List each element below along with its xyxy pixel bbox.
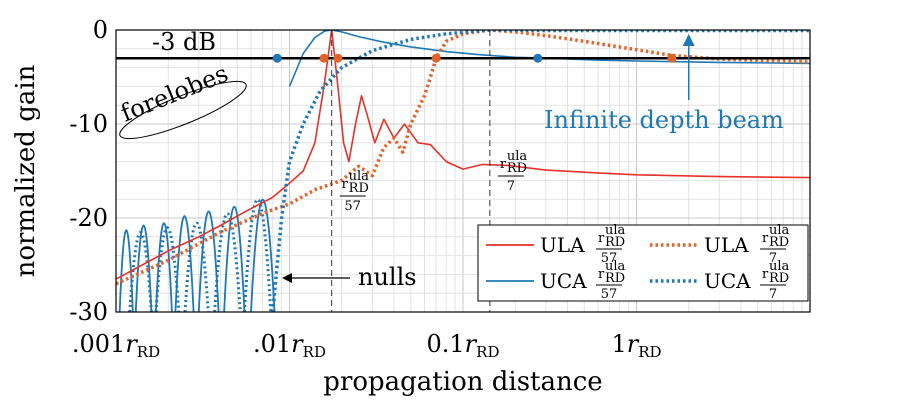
crossing-marker	[667, 53, 677, 63]
uca-forelobe-solid	[223, 206, 246, 312]
focus-label-r: r	[500, 157, 507, 172]
legend-frac-den: 57	[601, 287, 618, 302]
crossing-markers	[272, 53, 677, 63]
y-tick-label: 0	[93, 16, 108, 44]
series-line-uca-57	[288, 30, 810, 87]
forelobes-ellipse	[119, 80, 247, 140]
focus-label-den: 7	[507, 179, 515, 194]
ticks: 0 -10 -20 -30 .001rRD .01rRD 0.1rRD 1rRD	[69, 16, 661, 361]
focus-label-sup: ula	[349, 169, 370, 184]
nulls-arrowhead	[282, 273, 292, 283]
legend-frac-den: 57	[601, 251, 618, 266]
uca-forelobe-dotted	[154, 226, 181, 312]
series-layer	[116, 30, 810, 312]
legend-frac-sup: ula	[605, 223, 626, 238]
legend-box	[477, 224, 809, 302]
focus-label-den: 57	[344, 199, 361, 214]
legend-frac-sub: RD	[769, 235, 789, 250]
legend-frac-sup: ula	[769, 259, 790, 274]
uca-forelobe-dotted	[242, 198, 273, 312]
legend-frac-den: 7	[769, 251, 777, 266]
legend-label: UCA	[704, 269, 751, 293]
focus-label-sub: RD	[349, 181, 369, 196]
y-tick-label: -20	[69, 204, 108, 232]
x-tick-label: 0.1rRD	[427, 330, 500, 361]
crossing-marker	[431, 53, 441, 63]
infinite-arrowhead	[682, 34, 695, 46]
uca-forelobe-dotted	[128, 231, 153, 312]
legend-frac-r: r	[598, 267, 605, 282]
uca-forelobe-solid	[197, 210, 220, 312]
legend-label: ULA	[540, 233, 585, 257]
uca-forelobe-solid	[134, 224, 153, 312]
y-axis-label: normalized gain	[11, 64, 41, 277]
legend-label: UCA	[540, 269, 587, 293]
x-tick-label: 1rRD	[611, 330, 661, 361]
focus-label-sub: RD	[507, 161, 527, 176]
uca-forelobe-solid	[250, 198, 276, 312]
uca-forelobe-solid	[155, 222, 173, 312]
focus-label-r: r	[342, 177, 349, 192]
series-line-ula-57	[116, 30, 810, 280]
legend-frac-sup: ula	[769, 223, 790, 238]
legend-frac-sub: RD	[605, 235, 625, 250]
nulls-label: nulls	[358, 263, 417, 291]
legend-label: ULA	[704, 233, 749, 257]
infinite-label: Infinite depth beam	[544, 106, 784, 134]
uca-forelobe-dotted	[213, 212, 242, 312]
crossing-marker	[333, 53, 343, 63]
legend-frac-r: r	[762, 231, 769, 246]
legend-frac-r: r	[598, 231, 605, 246]
legend-frac-sub: RD	[605, 271, 625, 286]
legend-frac-sup: ula	[605, 259, 626, 274]
uca-forelobe-solid	[174, 215, 195, 312]
crossing-marker	[319, 53, 329, 63]
uca-forelobe-dotted	[183, 221, 210, 312]
crossing-marker	[533, 53, 543, 63]
x-tick-label: .01rRD	[253, 330, 326, 361]
y-tick-label: -10	[69, 110, 108, 138]
forelobe-lobes	[118, 198, 276, 312]
legend-frac-den: 7	[769, 287, 777, 302]
x-tick-label: .001rRD	[72, 330, 160, 361]
legend-frac-sub: RD	[769, 271, 789, 286]
legend-frac-r: r	[762, 267, 769, 282]
axes-box	[115, 29, 811, 313]
x-axis-label: propagation distance	[323, 367, 602, 397]
threshold-label: -3 dB	[152, 28, 216, 56]
y-tick-label: -30	[69, 298, 108, 326]
crossing-marker	[272, 53, 282, 63]
focus-label-sup: ula	[507, 149, 528, 164]
forelobes-label: forelobes	[117, 59, 232, 127]
